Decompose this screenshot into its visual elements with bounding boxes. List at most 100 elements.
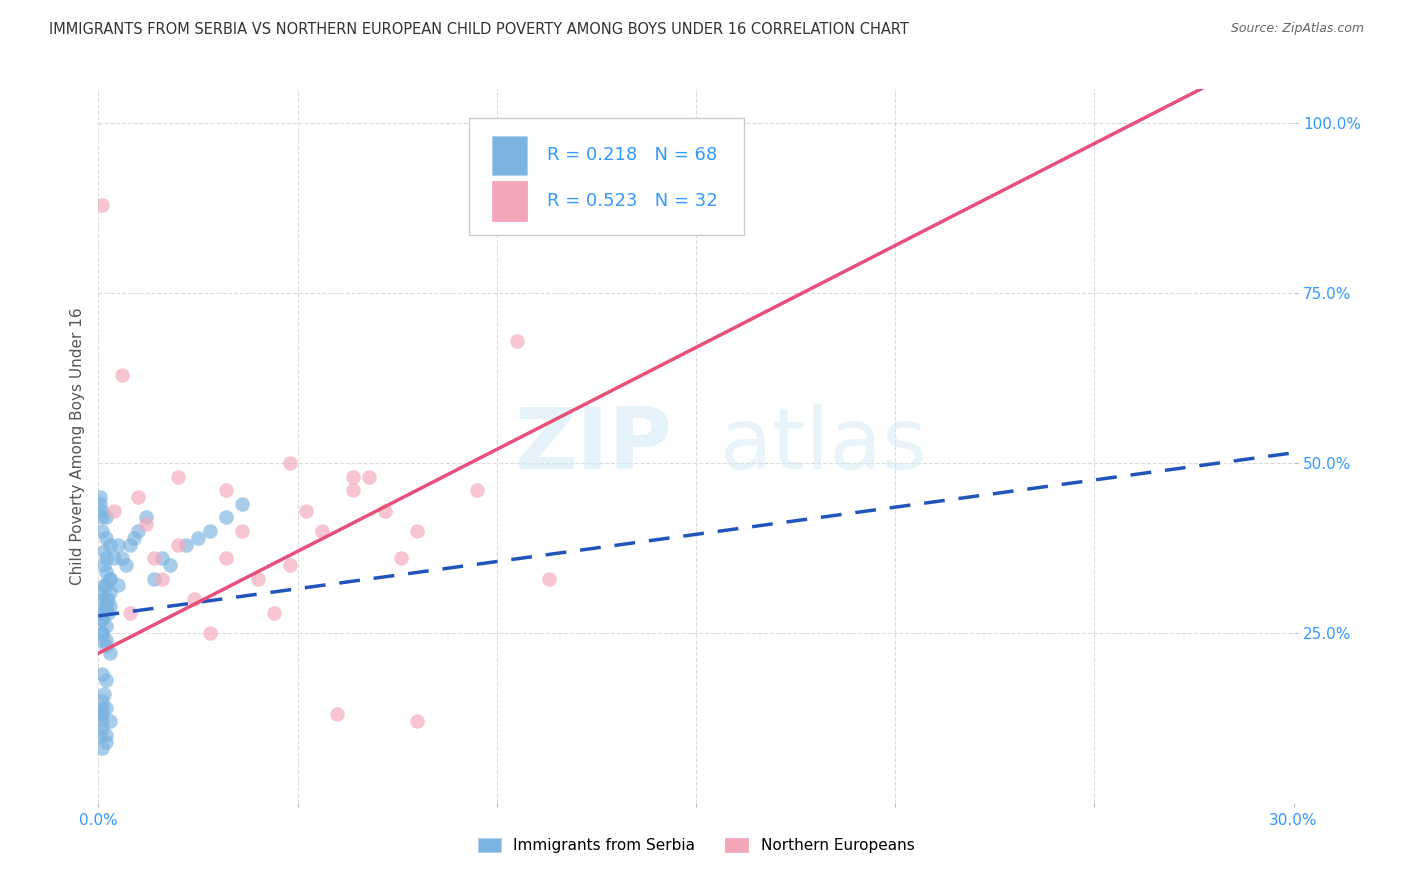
Point [98,537,122,551]
Point [215,551,238,566]
Point [465,483,488,498]
Point [406,524,429,538]
Point [91,524,114,538]
Point [89,490,111,504]
Point [167,469,190,483]
Point [96,551,118,566]
Point [198,524,221,538]
Point [91,198,114,212]
Point [311,524,333,538]
FancyBboxPatch shape [492,136,527,175]
Point [98,572,122,586]
Point [96,531,118,545]
Point [98,599,122,613]
Point [127,524,149,538]
Point [96,673,118,688]
Point [91,626,114,640]
Point [215,510,238,524]
Text: ZIP: ZIP [515,404,672,488]
Point [91,606,114,620]
Point [198,626,221,640]
Point [326,707,349,722]
Point [111,368,134,382]
Point [374,503,396,517]
Point [91,503,114,517]
Point [159,558,181,572]
Point [89,606,111,620]
Point [91,714,114,729]
Point [246,572,269,586]
Point [278,456,301,470]
Point [91,612,114,626]
Point [107,578,129,592]
Point [127,490,149,504]
Point [187,531,209,545]
Point [90,626,112,640]
Point [91,632,114,647]
Point [98,646,122,660]
Point [98,585,122,599]
Point [406,714,429,729]
Point [89,707,111,722]
Point [96,632,118,647]
Point [93,687,115,701]
Point [111,551,134,566]
Point [91,612,114,626]
Point [135,517,157,532]
Point [93,558,115,572]
Point [263,606,285,620]
Point [506,334,529,348]
Point [174,537,197,551]
Point [294,503,316,517]
FancyBboxPatch shape [492,181,527,220]
Point [98,714,122,729]
Point [94,599,117,613]
Point [103,551,125,566]
Point [183,591,205,606]
Point [342,483,364,498]
Y-axis label: Child Poverty Among Boys Under 16: Child Poverty Among Boys Under 16 [69,307,84,585]
Point [96,734,118,748]
Point [97,606,120,620]
Point [91,666,114,681]
Point [537,572,560,586]
FancyBboxPatch shape [470,118,744,235]
Point [120,537,142,551]
Point [135,510,157,524]
Point [96,510,118,524]
Point [91,700,114,714]
Text: IMMIGRANTS FROM SERBIA VS NORTHERN EUROPEAN CHILD POVERTY AMONG BOYS UNDER 16 CO: IMMIGRANTS FROM SERBIA VS NORTHERN EUROP… [49,22,910,37]
Point [107,537,129,551]
Point [215,483,238,498]
Point [96,599,118,613]
Point [89,728,111,742]
Point [342,469,364,483]
Point [278,558,301,572]
Text: atlas: atlas [720,404,928,488]
Point [96,565,118,579]
Point [90,510,112,524]
Text: Source: ZipAtlas.com: Source: ZipAtlas.com [1230,22,1364,36]
Point [143,551,166,566]
Point [150,551,173,566]
Point [96,591,118,606]
Point [90,741,112,756]
Point [96,578,118,592]
Point [231,524,253,538]
Point [359,469,381,483]
Point [91,694,114,708]
Point [115,558,138,572]
Point [150,572,173,586]
Point [91,707,114,722]
Point [96,728,118,742]
Point [96,640,118,654]
Text: R = 0.523   N = 32: R = 0.523 N = 32 [547,192,717,210]
Point [93,544,115,558]
Point [98,572,122,586]
Text: R = 0.218   N = 68: R = 0.218 N = 68 [547,146,717,164]
Legend: Immigrants from Serbia, Northern Europeans: Immigrants from Serbia, Northern Europea… [471,832,921,859]
Point [89,497,111,511]
Point [89,585,111,599]
Point [124,531,146,545]
Point [103,503,125,517]
